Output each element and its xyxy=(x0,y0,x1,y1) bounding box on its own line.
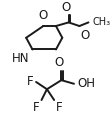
Text: O: O xyxy=(39,9,48,22)
Text: O: O xyxy=(54,56,63,69)
Text: O: O xyxy=(80,29,90,42)
Text: F: F xyxy=(56,101,63,114)
Text: HN: HN xyxy=(11,52,29,65)
Text: CH₃: CH₃ xyxy=(93,17,111,27)
Text: O: O xyxy=(61,1,71,14)
Text: OH: OH xyxy=(78,77,96,90)
Text: F: F xyxy=(33,101,40,114)
Text: F: F xyxy=(27,76,33,88)
